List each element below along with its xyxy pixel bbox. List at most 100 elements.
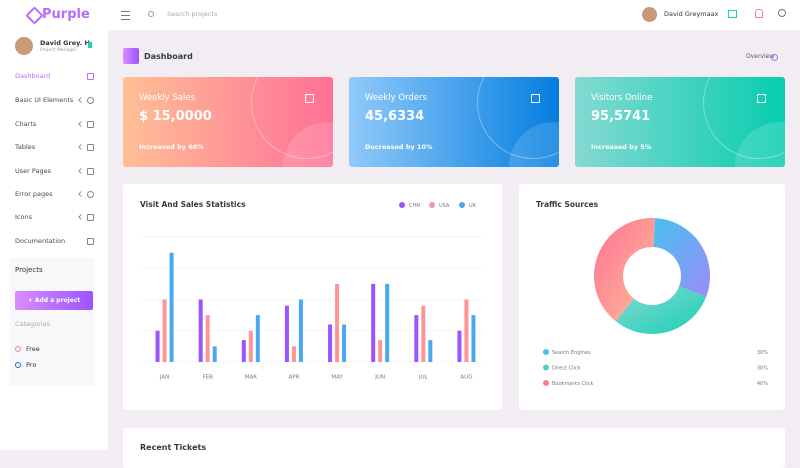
chart-title: Traffic Sources (536, 200, 599, 209)
legend-label: USA (439, 203, 450, 209)
overview-icon (771, 54, 778, 61)
doughnut-slice (653, 218, 711, 297)
charts: Visit And Sales Statistics JAN FEB MAR APR MA… (140, 200, 768, 387)
bell-icon[interactable] (755, 9, 763, 18)
x-tick-label: JUN (374, 375, 385, 381)
bar (162, 299, 167, 362)
card-value: $ 15,0000 (139, 109, 212, 124)
bar (464, 299, 469, 362)
profile-badge (88, 42, 92, 48)
projects-title: Projects (15, 266, 43, 274)
card-value: 45,6334 (365, 109, 425, 124)
doughnut-slice (615, 286, 707, 334)
bar (169, 252, 174, 362)
bar-chart-panel (123, 184, 502, 410)
mail-icon[interactable] (728, 10, 737, 18)
bar (328, 324, 333, 362)
chart-title: Visit And Sales Statistics (140, 200, 246, 209)
card-icon (531, 94, 540, 103)
x-tick-label: AUG (460, 375, 472, 381)
profile-role: Project Manager (40, 48, 77, 53)
nav-item[interactable]: Error pages (15, 190, 53, 198)
nav-icon (87, 97, 94, 104)
legend-label: Bookmarks Click (552, 381, 594, 387)
legend-dot (399, 202, 405, 208)
nav-item[interactable]: Tables (15, 143, 36, 151)
category-item[interactable]: Pro (26, 361, 37, 369)
nav-icon (87, 121, 94, 128)
x-tick-label: MAR (245, 375, 258, 381)
card-note: Increased by 60% (139, 143, 204, 151)
nav-icon (87, 168, 94, 175)
card-icon (305, 94, 314, 103)
bar (457, 330, 462, 362)
bar (342, 324, 347, 362)
nav-icon (87, 238, 94, 245)
bar (421, 305, 426, 362)
projects-box (10, 258, 94, 386)
bar (205, 315, 210, 362)
x-tick-label: APR (288, 375, 299, 381)
legend-dot (459, 202, 465, 208)
legend-label: Search Engines (552, 350, 591, 356)
card-title: Weekly Orders (365, 93, 427, 103)
legend-label: CHN (409, 203, 420, 209)
user-avatar[interactable] (642, 7, 657, 22)
profile-name[interactable]: David Grey. H (40, 39, 90, 47)
legend-dot (543, 349, 549, 355)
bar (155, 330, 160, 362)
legend-dot (543, 380, 549, 386)
bar (255, 315, 260, 362)
navbar (0, 0, 800, 30)
x-tick-label: MAY (331, 375, 343, 381)
nav-item[interactable]: Icons (15, 213, 32, 221)
profile-avatar[interactable] (15, 37, 33, 55)
bar (284, 305, 289, 362)
add-project-button[interactable]: + Add a project (15, 291, 93, 310)
doughnut-slice (594, 217, 655, 322)
nav-item[interactable]: User Pages (15, 167, 52, 175)
nav-item[interactable]: Basic UI Elements (15, 96, 74, 104)
user-name[interactable]: David Greymaax (664, 10, 719, 18)
legend-value: 30% (757, 366, 768, 372)
bar (335, 283, 340, 362)
menu-toggle[interactable] (121, 11, 130, 20)
nav-item[interactable]: Dashboard (15, 72, 51, 80)
nav-item[interactable]: Charts (15, 120, 37, 128)
nav-item[interactable]: Documentation (15, 237, 66, 245)
nav-icon (87, 191, 94, 198)
card-note: Increased by 5% (591, 143, 652, 151)
stat-card: Weekly Orders 45,6334 Decreased by 10% (349, 77, 559, 167)
tickets-title: Recent Tickets (140, 443, 207, 452)
stat-card: Weekly Sales $ 15,0000 Increased by 60% (123, 77, 333, 167)
nav-icon (87, 214, 94, 221)
legend-value: 40% (757, 381, 768, 387)
bar (248, 330, 253, 362)
x-tick-label: JUL (418, 375, 429, 381)
bar (428, 340, 433, 362)
nav-icon (87, 73, 94, 80)
categories-title: Categories (15, 320, 51, 328)
bar (291, 346, 296, 362)
card-note: Decreased by 10% (365, 143, 433, 151)
stat-card: Visitors Online 95,5741 Increased by 5% (575, 77, 785, 167)
legend-dot (543, 364, 549, 371)
search-input[interactable]: Search projects (167, 10, 218, 18)
category-item[interactable]: Free (26, 345, 40, 353)
legend-value: 30% (757, 350, 768, 356)
bar (298, 299, 303, 362)
bar (378, 340, 383, 362)
page-title: Dashboard (144, 52, 193, 61)
x-tick-label: FEB (202, 375, 213, 381)
brand[interactable]: Purple (42, 7, 90, 22)
card-title: Weekly Sales (139, 93, 196, 103)
nav-icon (87, 144, 94, 151)
card-title: Visitors Online (591, 93, 653, 103)
legend-label: UK (469, 203, 477, 209)
power-icon[interactable] (778, 9, 786, 17)
bar (414, 315, 419, 362)
legend-label: Direct Click (552, 366, 581, 372)
page-icon (123, 48, 139, 64)
overview-link[interactable]: Overview (746, 53, 775, 60)
